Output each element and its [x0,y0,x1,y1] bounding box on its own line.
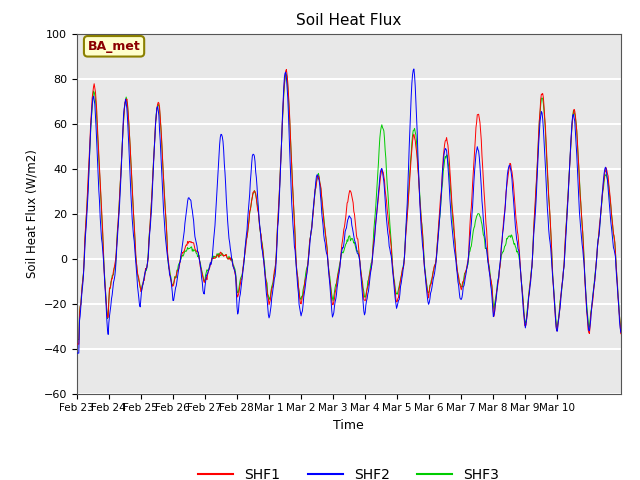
SHF3 [401,239,409,244]
Text: BA_met: BA_met [88,40,140,53]
Legend: SHF1, SHF2, SHF3: SHF1, SHF2, SHF3 [193,462,505,480]
Title: Soil Heat Flux: Soil Heat Flux [296,13,401,28]
SHF1 [282,67,290,72]
SHF2 [490,314,497,320]
SHF2 [410,66,418,72]
SHF3 [147,220,154,226]
SHF3 [282,71,289,76]
SHF2 [617,329,625,335]
SHF1 [183,242,191,248]
Line: SHF2: SHF2 [77,69,621,353]
SHF1 [73,341,81,347]
SHF2 [147,225,154,230]
SHF2 [183,204,191,210]
SHF3 [490,303,497,309]
SHF1 [490,309,497,315]
X-axis label: Time: Time [333,419,364,432]
SHF2 [401,253,408,259]
SHF2 [355,252,362,258]
SHF1 [147,218,154,224]
SHF3 [355,254,363,260]
SHF1 [355,250,363,256]
SHF3 [73,336,81,342]
SHF1 [401,241,409,247]
Line: SHF3: SHF3 [77,73,621,339]
Line: SHF1: SHF1 [77,70,621,344]
SHF1 [135,276,143,281]
SHF3 [135,278,143,284]
SHF2 [73,350,81,356]
SHF3 [183,247,191,252]
SHF3 [617,326,625,332]
Y-axis label: Soil Heat Flux (W/m2): Soil Heat Flux (W/m2) [25,149,38,278]
SHF2 [135,296,143,301]
SHF1 [617,331,625,336]
